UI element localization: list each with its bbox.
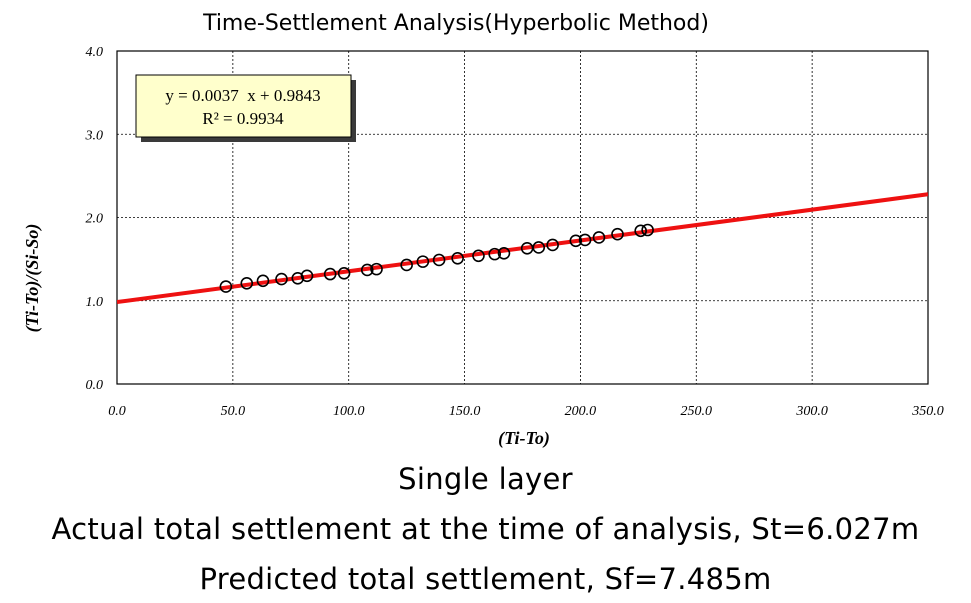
x-tick-label: 50.0 [221, 404, 246, 419]
data-point [611, 227, 624, 241]
caption-layer-type: Single layer [398, 462, 573, 496]
y-tick-label: 1.0 [86, 295, 104, 310]
x-tick-label: 250.0 [681, 404, 713, 419]
trendline [117, 192, 928, 305]
data-point [532, 241, 546, 254]
trendline-equation: y = 0.0037 x + 0.9843 [165, 86, 320, 105]
data-points [219, 223, 654, 293]
caption-predicted-settlement: Predicted total settlement, Sf=7.485m [199, 562, 772, 596]
plot-area-frame [116, 50, 929, 385]
x-tick-label: 350.0 [911, 404, 944, 419]
data-point [592, 231, 606, 244]
x-tick-labels: 0.0 50.0 100.0 150.0 200.0 250.0 300.0 350.0 [108, 404, 944, 419]
data-point [219, 280, 233, 293]
x-tick-label: 100.0 [333, 404, 365, 419]
data-point [416, 255, 430, 268]
data-point [300, 269, 314, 283]
x-tick-label: 300.0 [795, 404, 828, 419]
equation-box: y = 0.0037 x + 0.9843 R² = 0.9934 [135, 74, 356, 142]
x-tick-label: 200.0 [565, 404, 597, 419]
data-point [323, 267, 337, 281]
data-point [256, 274, 270, 288]
y-tick-label: 4.0 [86, 45, 104, 60]
data-point [578, 233, 592, 247]
data-point [240, 276, 254, 290]
x-tick-label: 150.0 [449, 404, 481, 419]
chart-title: Time-Settlement Analysis(Hyperbolic Meth… [202, 11, 709, 36]
data-point [337, 266, 351, 280]
x-axis-label: (Ti-To) [498, 428, 550, 449]
y-axis-label: (Ti-To)/(Si-So) [22, 224, 43, 333]
equation-box-background [135, 74, 352, 138]
data-point [370, 262, 383, 276]
data-point [432, 253, 446, 267]
caption-actual-settlement: Actual total settlement at the time of a… [51, 512, 920, 546]
data-point [488, 247, 501, 261]
y-tick-label: 0.0 [86, 378, 104, 393]
grid [117, 51, 928, 384]
data-point [546, 238, 559, 252]
y-tick-label: 3.0 [85, 128, 104, 143]
y-tick-labels: 0.0 1.0 2.0 3.0 4.0 [85, 45, 104, 393]
data-point [360, 263, 374, 277]
x-tick-label: 0.0 [108, 404, 126, 419]
r-squared-value: R² = 0.9934 [202, 109, 284, 128]
data-point [472, 249, 485, 263]
data-point [275, 272, 288, 286]
data-point [451, 251, 464, 265]
data-point [641, 223, 654, 237]
time-settlement-chart: Time-Settlement Analysis(Hyperbolic Meth… [22, 11, 944, 449]
data-point [291, 271, 305, 285]
y-tick-label: 2.0 [86, 212, 104, 227]
data-point [569, 234, 583, 248]
data-point [634, 224, 647, 238]
data-point [497, 246, 511, 260]
data-point [400, 258, 413, 272]
